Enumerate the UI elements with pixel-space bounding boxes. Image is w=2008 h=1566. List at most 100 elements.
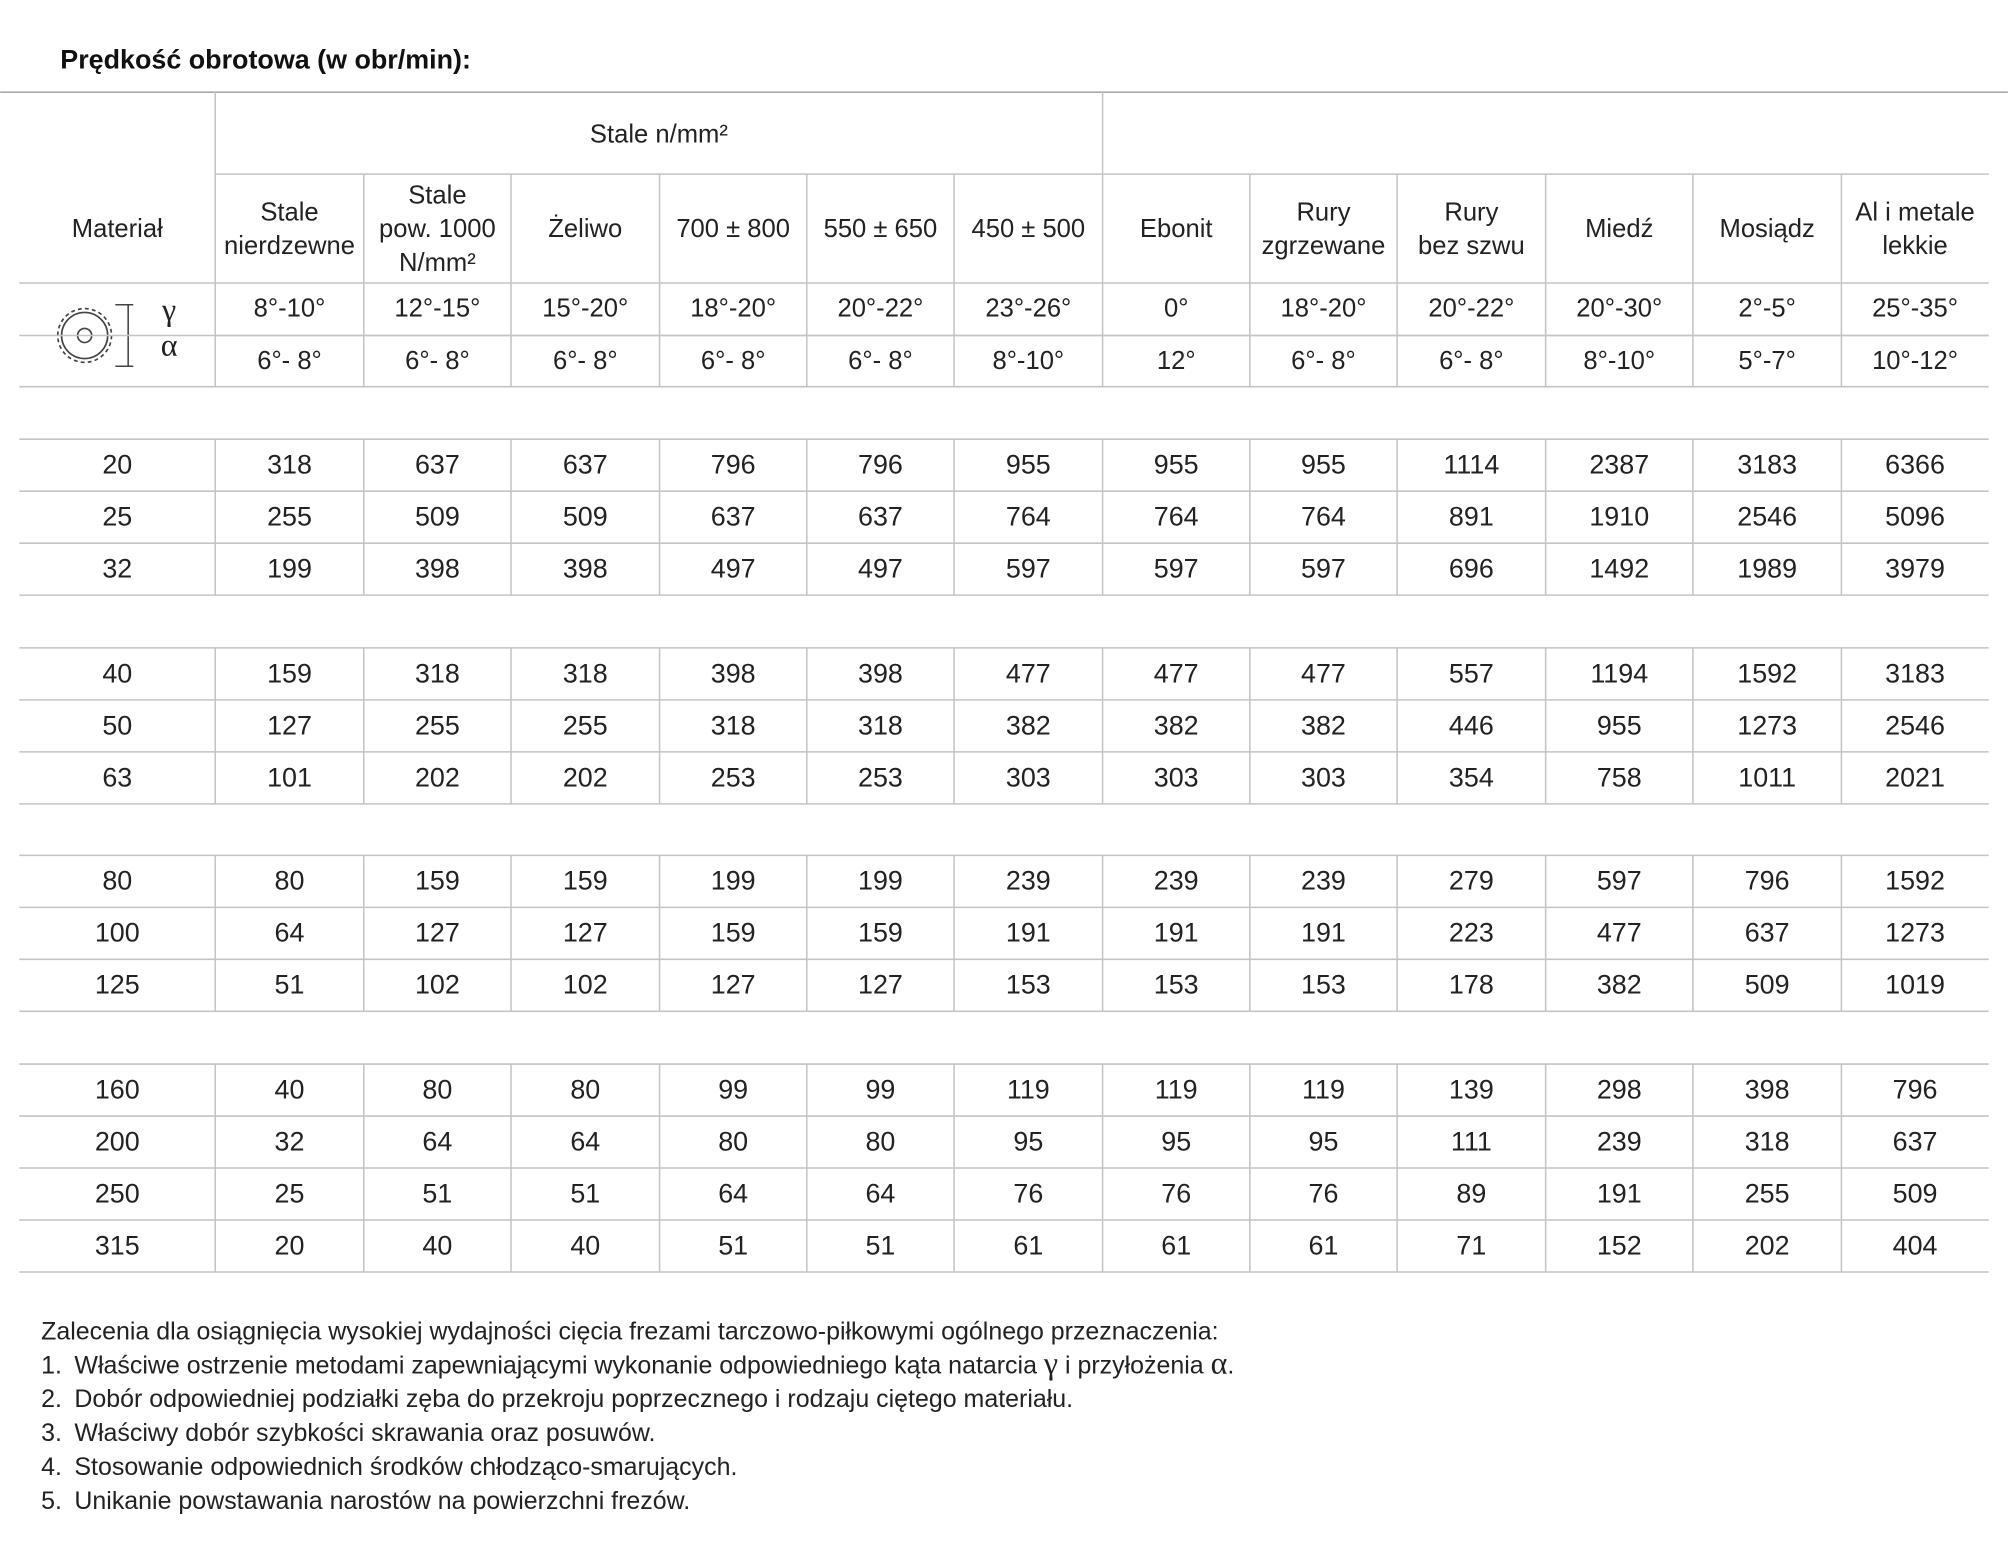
cell-value: 597 (1006, 554, 1051, 584)
cell-value: 1592 (1885, 866, 1945, 896)
cell-value: 398 (858, 658, 903, 688)
cell-value: 2021 (1885, 762, 1945, 792)
column-header: Stale (260, 198, 318, 226)
cell-value: 758 (1597, 762, 1642, 792)
column-header: 450 ± 500 (971, 215, 1085, 243)
angle-alpha: 6°- 8° (701, 347, 766, 375)
note-part: Właściwe ostrzenie metodami zapewniający… (74, 1351, 1044, 1379)
cell-value: 51 (422, 1178, 452, 1208)
cell-value: 318 (858, 710, 903, 740)
cell-value: 51 (718, 1230, 748, 1260)
note-part: Właściwy dobór szybkości skrawania oraz … (74, 1419, 655, 1447)
column-header: Rury (1444, 198, 1498, 226)
angle-symbol: α (161, 327, 178, 363)
cell-value: 497 (711, 554, 756, 584)
cell-value: 239 (1597, 1126, 1642, 1156)
cell-value: 102 (415, 970, 460, 1000)
row-label: 50 (102, 710, 132, 740)
cell-value: 382 (1301, 710, 1346, 740)
angle-alpha: 12° (1157, 347, 1196, 375)
cell-value: 80 (422, 1074, 452, 1104)
note-part: Stosowanie odpowiednich środków chłodząc… (74, 1453, 737, 1481)
cell-value: 318 (711, 710, 756, 740)
cell-value: 303 (1006, 762, 1051, 792)
cell-value: 61 (1013, 1230, 1043, 1260)
cell-value: 398 (563, 554, 608, 584)
cell-value: 1910 (1589, 502, 1649, 532)
angle-alpha: 6°- 8° (405, 347, 470, 375)
cell-value: 764 (1006, 502, 1051, 532)
cell-value: 40 (570, 1230, 600, 1260)
note-part: γ (1043, 1344, 1058, 1380)
cell-value: 255 (415, 710, 460, 740)
cell-value: 637 (563, 450, 608, 480)
cell-value: 382 (1597, 970, 1642, 1000)
cell-value: 6366 (1885, 450, 1945, 480)
cell-value: 64 (865, 1178, 895, 1208)
note-part: Dobór odpowiedniej podziałki zęba do prz… (74, 1385, 1073, 1413)
cell-value: 1194 (1590, 658, 1648, 688)
cell-value: 191 (1006, 918, 1051, 948)
cell-value: 398 (711, 658, 756, 688)
row-label: 25 (102, 502, 132, 532)
cell-value: 1011 (1738, 762, 1796, 792)
note-number: 5. (41, 1487, 62, 1515)
cell-value: 477 (1301, 658, 1346, 688)
cell-value: 955 (1006, 450, 1051, 480)
cell-value: 40 (275, 1074, 305, 1104)
cell-value: 202 (1745, 1230, 1790, 1260)
cell-value: 1114 (1443, 450, 1499, 480)
cell-value: 239 (1301, 866, 1346, 896)
note-number: 3. (41, 1419, 62, 1447)
column-header: Stale (408, 181, 466, 209)
cell-value: 239 (1006, 866, 1051, 896)
cell-value: 95 (1309, 1126, 1339, 1156)
angle-gamma: 0° (1164, 295, 1188, 323)
angle-gamma: 20°-22° (837, 295, 923, 323)
cell-value: 191 (1597, 1178, 1642, 1208)
cell-value: 61 (1309, 1230, 1339, 1260)
column-header: Al i metale (1855, 198, 1974, 226)
cell-value: 509 (1745, 970, 1790, 1000)
cell-value: 764 (1301, 502, 1346, 532)
cell-value: 95 (1013, 1126, 1043, 1156)
cell-value: 153 (1006, 970, 1051, 1000)
cell-value: 199 (858, 866, 903, 896)
cell-value: 25 (275, 1178, 305, 1208)
cell-value: 199 (711, 866, 756, 896)
angle-gamma: 20°-30° (1576, 295, 1662, 323)
cell-value: 2546 (1737, 502, 1797, 532)
angle-alpha: 6°- 8° (1439, 347, 1504, 375)
cell-value: 796 (711, 450, 756, 480)
cell-value: 152 (1597, 1230, 1642, 1260)
cell-value: 239 (1154, 866, 1199, 896)
cell-value: 51 (865, 1230, 895, 1260)
cell-value: 477 (1154, 658, 1199, 688)
column-header: Materiał (72, 215, 163, 243)
cell-value: 382 (1006, 710, 1051, 740)
cell-value: 891 (1449, 502, 1494, 532)
cell-value: 191 (1154, 918, 1199, 948)
note-text: Właściwy dobór szybkości skrawania oraz … (74, 1419, 655, 1447)
cell-value: 111 (1451, 1126, 1492, 1156)
angle-alpha: 5°-7° (1738, 347, 1795, 375)
cell-value: 80 (718, 1126, 748, 1156)
column-header: 700 ± 800 (676, 215, 790, 243)
angle-gamma: 8°-10° (254, 295, 326, 323)
cell-value: 637 (415, 450, 460, 480)
cell-value: 95 (1161, 1126, 1191, 1156)
note-number: 2. (41, 1385, 62, 1413)
cell-value: 509 (415, 502, 460, 532)
note-part: i przyłożenia (1058, 1351, 1211, 1379)
note-text: Unikanie powstawania narostów na powierz… (74, 1487, 690, 1515)
cell-value: 255 (267, 502, 312, 532)
cell-value: 199 (267, 554, 312, 584)
row-label: 250 (95, 1178, 140, 1208)
cell-value: 1989 (1737, 554, 1797, 584)
cell-value: 223 (1449, 918, 1494, 948)
cell-value: 253 (711, 762, 756, 792)
cell-value: 51 (275, 970, 305, 1000)
cell-value: 637 (858, 502, 903, 532)
